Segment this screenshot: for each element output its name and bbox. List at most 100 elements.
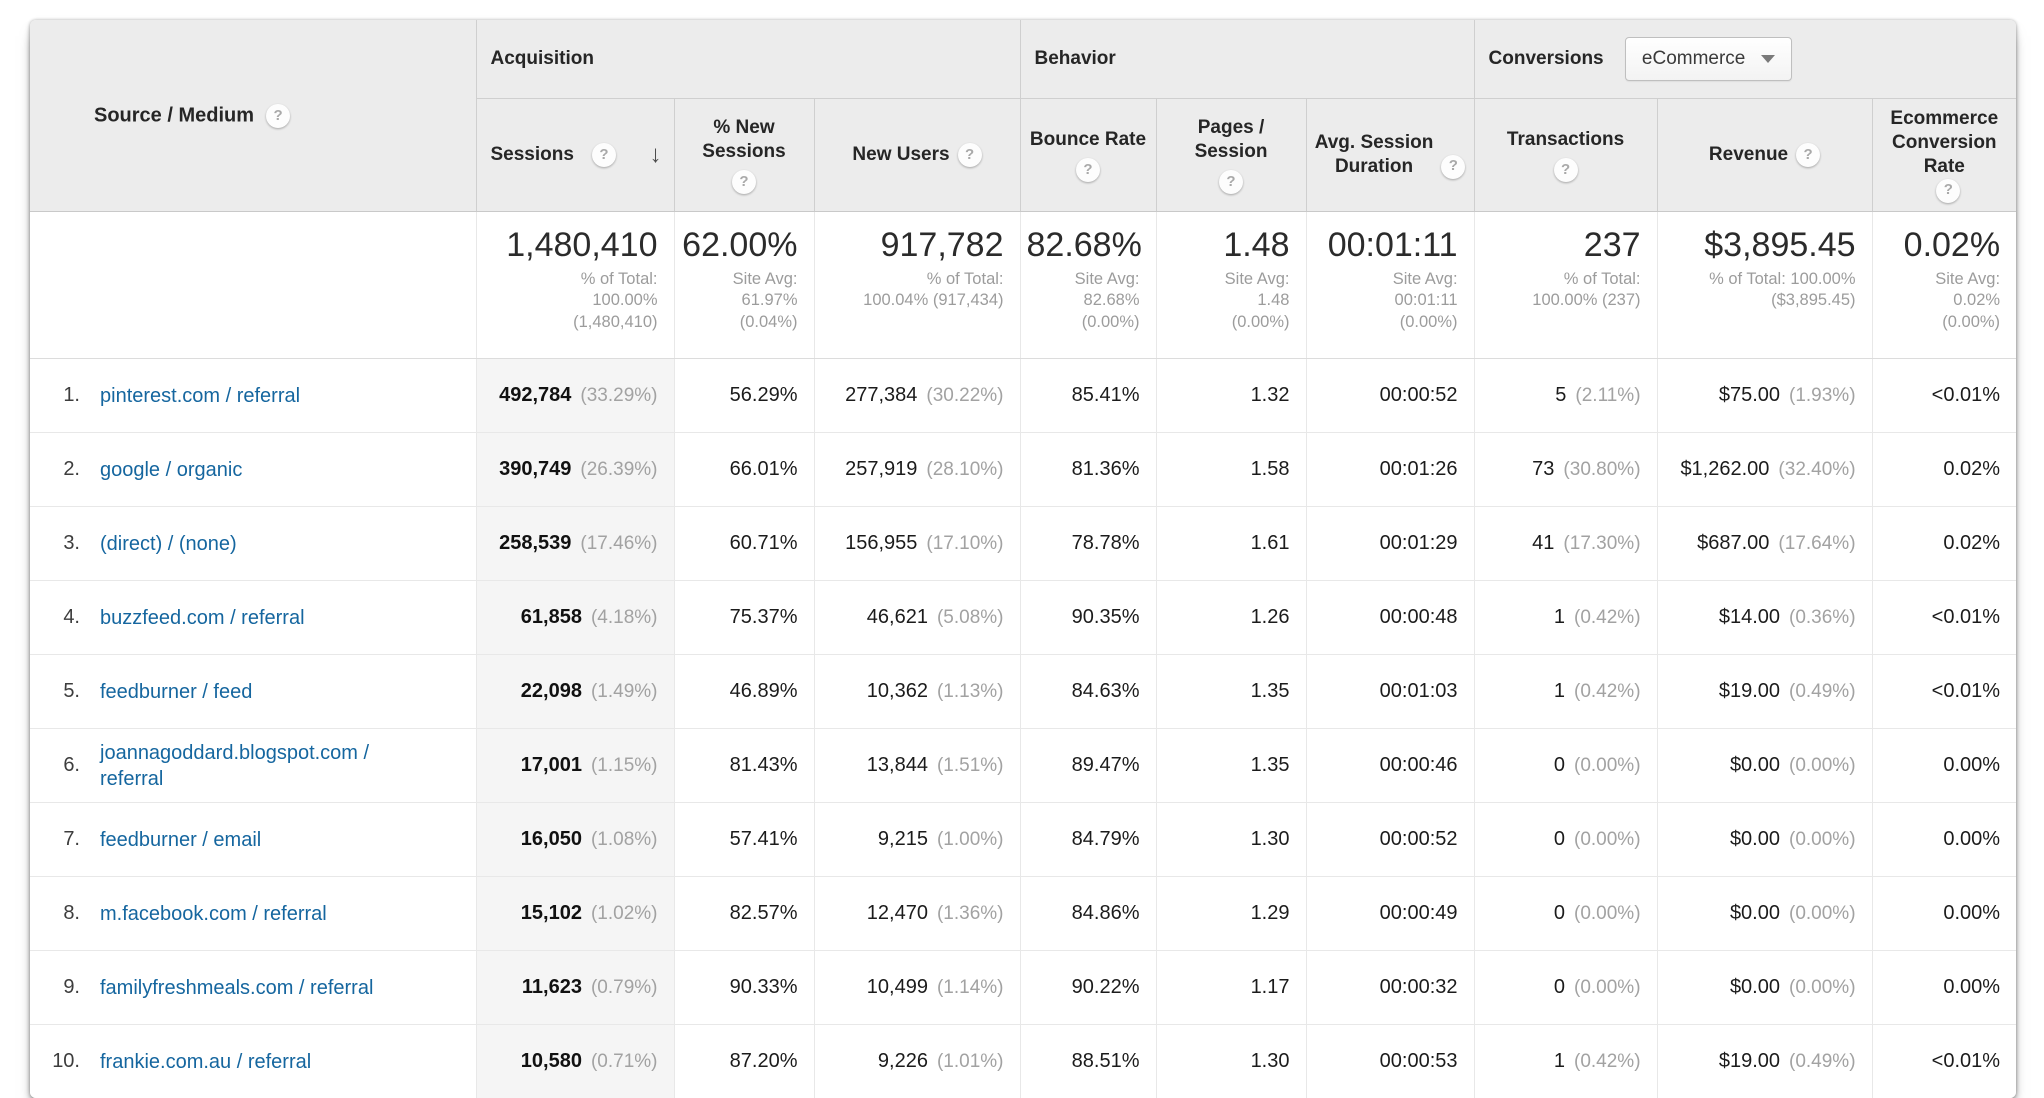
help-icon[interactable]: ? — [1936, 179, 1960, 203]
sort-descending-icon[interactable]: ↓ — [650, 143, 662, 167]
cell-avg-session-duration: 00:00:46 — [1306, 729, 1474, 803]
cell-value: 89.47% — [1072, 754, 1140, 776]
help-icon[interactable]: ? — [732, 170, 756, 194]
cell-value: 492,784 — [499, 384, 571, 406]
source-medium-link[interactable]: m.facebook.com / referral — [100, 901, 327, 927]
column-header-revenue[interactable]: Revenue? — [1657, 99, 1872, 212]
cell-percent-of-total: (17.46%) — [580, 533, 657, 554]
help-icon[interactable]: ? — [1076, 158, 1100, 182]
cell-percent-of-total: (1.49%) — [591, 681, 658, 702]
cell-value: $14.00 — [1719, 606, 1780, 628]
row-rank: 10. — [30, 1050, 80, 1073]
cell-source-medium: 2.google / organic — [30, 433, 476, 507]
cell-percent-of-total: (0.00%) — [1789, 755, 1856, 776]
cell-value: 1.32 — [1251, 384, 1290, 406]
total-value: 82.68% — [1027, 228, 1140, 264]
column-header-bounce-rate[interactable]: Bounce Rate ? — [1020, 99, 1156, 212]
cell-bounce-rate: 85.41% — [1020, 359, 1156, 433]
cell-value: $0.00 — [1730, 754, 1780, 776]
table-group-header-row: Source / Medium? Acquisition Behavior Co… — [30, 20, 2016, 99]
cell-revenue: $0.00(0.00%) — [1657, 803, 1872, 877]
conversions-goal-dropdown[interactable]: eCommerce — [1625, 37, 1792, 81]
cell-value: <0.01% — [1932, 384, 2000, 406]
cell-source-medium: 7.feedburner / email — [30, 803, 476, 877]
cell-pages-session: 1.17 — [1156, 951, 1306, 1025]
help-icon[interactable]: ? — [266, 104, 290, 128]
cell-source-medium: 5. feedburner / feed — [30, 655, 476, 729]
help-icon[interactable]: ? — [1441, 155, 1465, 179]
help-icon[interactable]: ? — [1219, 170, 1243, 194]
source-medium-link[interactable]: frankie.com.au / referral — [100, 1049, 311, 1075]
cell-value: 1.26 — [1251, 606, 1290, 628]
cell-pages-session: 1.35 — [1156, 729, 1306, 803]
cell-value: 00:01:29 — [1380, 532, 1458, 554]
cell-value: 10,362 — [867, 680, 928, 702]
column-header-transactions[interactable]: Transactions ? — [1474, 99, 1657, 212]
cell-value: 156,955 — [845, 532, 917, 554]
source-medium-link[interactable]: feedburner / email — [100, 827, 261, 853]
cell-value: 00:00:46 — [1380, 754, 1458, 776]
cell-value: 1.35 — [1251, 680, 1290, 702]
row-rank: 6. — [30, 754, 80, 777]
total-value: 00:01:11 — [1313, 228, 1458, 264]
cell-value: 390,749 — [499, 458, 571, 480]
cell-ecommerce-conversion-rate: 0.02% — [1872, 507, 2016, 581]
cell-pct-new-sessions: 87.20% — [674, 1025, 814, 1098]
cell-value: $19.00 — [1719, 680, 1780, 702]
row-rank: 5. — [30, 680, 80, 703]
column-header-sessions[interactable]: Sessions ? ↓ — [476, 99, 674, 212]
help-icon[interactable]: ? — [1554, 158, 1578, 182]
total-value: 917,782 — [821, 228, 1004, 264]
cell-percent-of-total: (28.10%) — [926, 459, 1003, 480]
group-label-acquisition: Acquisition — [491, 48, 594, 69]
help-icon[interactable]: ? — [958, 143, 982, 167]
cell-percent-of-total: (0.42%) — [1574, 681, 1641, 702]
cell-bounce-rate: 90.22% — [1020, 951, 1156, 1025]
row-rank: 1. — [30, 384, 80, 407]
cell-avg-session-duration: 00:01:29 — [1306, 507, 1474, 581]
cell-sessions: 15,102(1.02%) — [476, 877, 674, 951]
source-medium-link[interactable]: buzzfeed.com / referral — [100, 605, 305, 631]
cell-value: 5 — [1555, 384, 1566, 406]
cell-value: <0.01% — [1932, 606, 2000, 628]
column-header-source-medium[interactable]: Source / Medium? — [30, 20, 476, 212]
source-medium-link[interactable]: feedburner / feed — [100, 679, 252, 705]
total-pages-session: 1.48 Site Avg:1.48(0.00%) — [1156, 212, 1306, 359]
source-medium-link[interactable]: (direct) / (none) — [100, 531, 237, 557]
cell-revenue: $75.00(1.93%) — [1657, 359, 1872, 433]
cell-value: 277,384 — [845, 384, 917, 406]
cell-percent-of-total: (1.02%) — [591, 903, 658, 924]
cell-avg-session-duration: 00:00:52 — [1306, 803, 1474, 877]
source-medium-link[interactable]: google / organic — [100, 457, 242, 483]
source-medium-link[interactable]: pinterest.com / referral — [100, 383, 300, 409]
help-icon[interactable]: ? — [1796, 143, 1820, 167]
source-medium-link[interactable]: joannagoddard.blogspot.com / referral — [100, 740, 430, 792]
column-label: Revenue — [1709, 143, 1788, 167]
total-value: 237 — [1481, 228, 1641, 264]
cell-percent-of-total: (0.00%) — [1574, 903, 1641, 924]
cell-pct-new-sessions: 57.41% — [674, 803, 814, 877]
cell-new-users: 12,470(1.36%) — [814, 877, 1020, 951]
dropdown-arrow-icon — [1761, 55, 1775, 63]
cell-value: 73 — [1532, 458, 1554, 480]
cell-value: 00:00:52 — [1380, 384, 1458, 406]
cell-pages-session: 1.58 — [1156, 433, 1306, 507]
source-medium-link[interactable]: familyfreshmeals.com / referral — [100, 975, 373, 1001]
cell-pct-new-sessions: 46.89% — [674, 655, 814, 729]
cell-percent-of-total: (26.39%) — [580, 459, 657, 480]
help-icon[interactable]: ? — [592, 143, 616, 167]
cell-value: 85.41% — [1072, 384, 1140, 406]
cell-bounce-rate: 89.47% — [1020, 729, 1156, 803]
cell-avg-session-duration: 00:01:26 — [1306, 433, 1474, 507]
column-header-pages-session[interactable]: Pages /Session ? — [1156, 99, 1306, 212]
cell-value: 00:01:03 — [1380, 680, 1458, 702]
column-header-new-users[interactable]: New Users? — [814, 99, 1020, 212]
cell-value: 46,621 — [867, 606, 928, 628]
cell-new-users: 257,919(28.10%) — [814, 433, 1020, 507]
cell-bounce-rate: 90.35% — [1020, 581, 1156, 655]
